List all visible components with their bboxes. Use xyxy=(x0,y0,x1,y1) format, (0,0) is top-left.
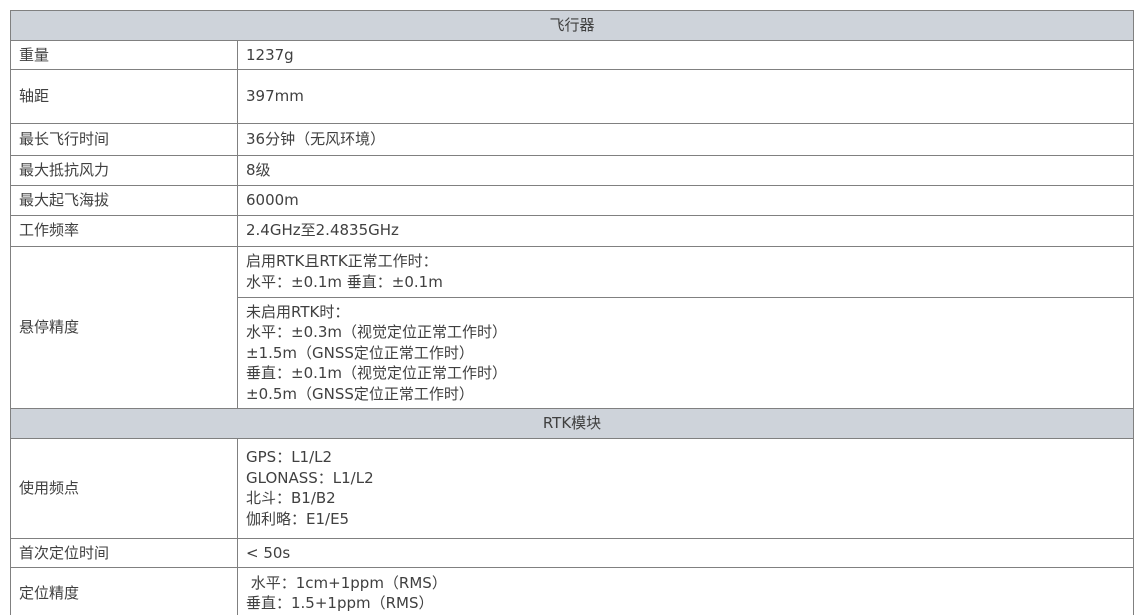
spec-label: 首次定位时间 xyxy=(10,537,238,568)
section-title-aircraft: 飞行器 xyxy=(10,10,1134,41)
spec-label: 重量 xyxy=(10,39,238,70)
spec-value: 未启用RTK时： 水平：±0.3m（视觉定位正常工作时） ±1.5m（GNSS定… xyxy=(237,296,1134,409)
spec-value: 2.4GHz至2.4835GHz xyxy=(237,214,1134,247)
section-title-rtk-module: RTK模块 xyxy=(10,408,1134,439)
table-row: 最大起飞海拔 6000m xyxy=(10,184,1134,216)
table-row: 轴距 397mm xyxy=(10,69,1134,124)
table-row: 最长飞行时间 36分钟（无风环境） xyxy=(10,123,1134,156)
spec-value: 8级 xyxy=(237,155,1134,186)
table-row: 未启用RTK时： 水平：±0.3m（视觉定位正常工作时） ±1.5m（GNSS定… xyxy=(11,296,1134,409)
spec-value: GPS：L1/L2 GLONASS：L1/L2 北斗：B1/B2 伽利略：E1/… xyxy=(237,437,1134,539)
spec-value: 启用RTK且RTK正常工作时： 水平：±0.1m 垂直：±0.1m xyxy=(237,245,1134,298)
section-header-row: RTK模块 xyxy=(10,408,1134,439)
spec-table: 飞行器 重量 1237g 轴距 397mm 最长飞行时间 36分钟（无风环境） … xyxy=(10,10,1134,615)
spec-value: 36分钟（无风环境） xyxy=(237,123,1134,156)
table-row: 最大抵抗风力 8级 xyxy=(10,155,1134,186)
table-row: 首次定位时间 < 50s xyxy=(10,537,1134,568)
spec-label: 悬停精度 xyxy=(10,245,238,409)
spec-value: 397mm xyxy=(237,69,1134,124)
spec-value: 6000m xyxy=(237,184,1134,216)
table-row: 重量 1237g xyxy=(10,39,1134,70)
spec-label: 定位精度 xyxy=(10,567,238,615)
spec-label: 最长飞行时间 xyxy=(10,123,238,156)
table-row: 悬停精度 启用RTK且RTK正常工作时： 水平：±0.1m 垂直：±0.1m xyxy=(10,245,1134,409)
spec-label: 最大抵抗风力 xyxy=(10,155,238,186)
spec-value: < 50s xyxy=(237,537,1134,568)
spec-value: 水平：1cm+1ppm（RMS） 垂直：1.5+1ppm（RMS） xyxy=(237,567,1134,615)
table-row: 定位精度 水平：1cm+1ppm（RMS） 垂直：1.5+1ppm（RMS） xyxy=(10,567,1134,615)
spec-value: 1237g xyxy=(237,39,1134,70)
spec-label: 使用频点 xyxy=(10,437,238,539)
spec-label: 轴距 xyxy=(10,69,238,124)
table-row: 使用频点 GPS：L1/L2 GLONASS：L1/L2 北斗：B1/B2 伽利… xyxy=(10,437,1134,539)
spec-table-container: 飞行器 重量 1237g 轴距 397mm 最长飞行时间 36分钟（无风环境） … xyxy=(10,10,1134,615)
section-header-row: 飞行器 xyxy=(10,10,1134,41)
table-row: 工作频率 2.4GHz至2.4835GHz xyxy=(10,214,1134,247)
spec-label: 工作频率 xyxy=(10,214,238,247)
spec-label: 最大起飞海拔 xyxy=(10,184,238,216)
